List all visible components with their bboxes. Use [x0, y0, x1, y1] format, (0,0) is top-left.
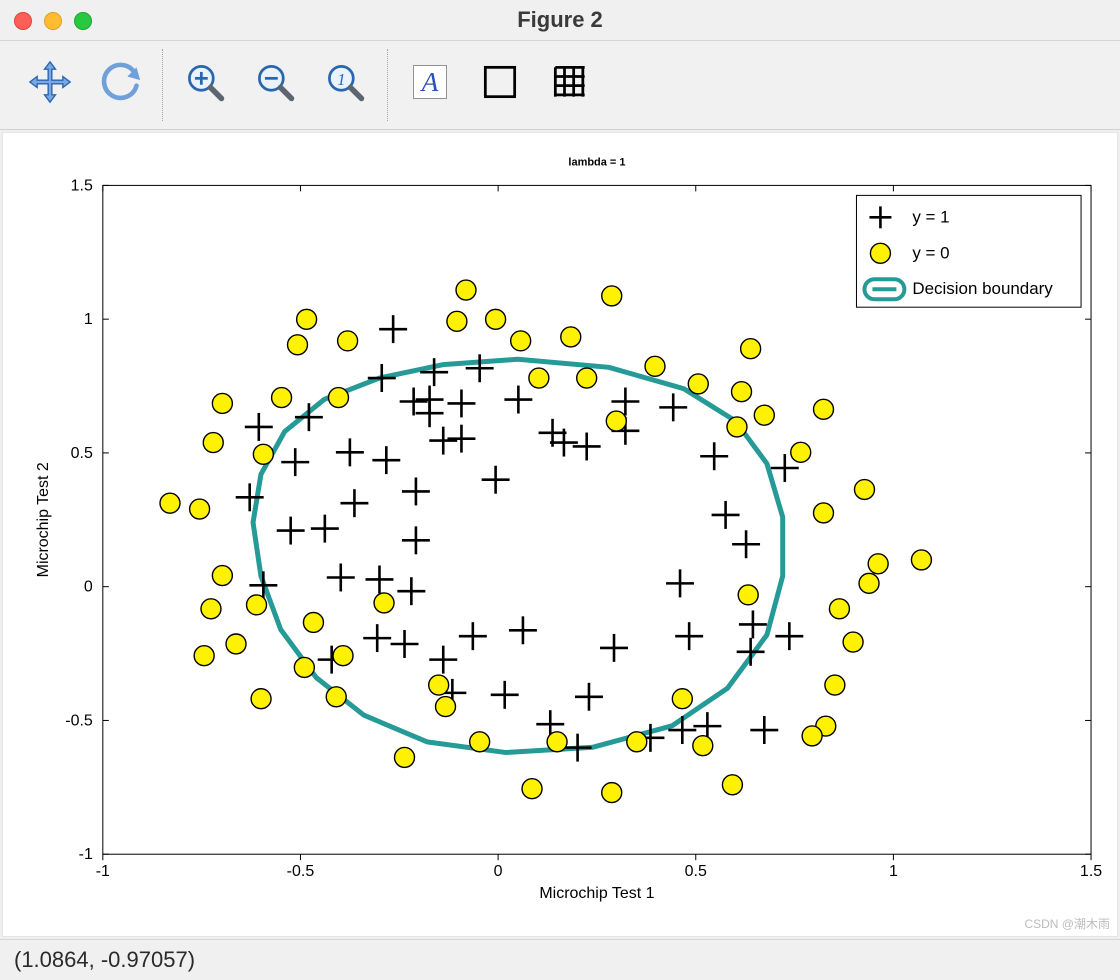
svg-text:1: 1	[889, 863, 898, 880]
text-icon: A	[408, 60, 452, 109]
svg-text:Microchip Test 2: Microchip Test 2	[35, 462, 52, 577]
svg-text:y = 1: y = 1	[912, 207, 949, 226]
svg-text:-1: -1	[79, 846, 93, 863]
rotate-icon	[98, 60, 142, 109]
svg-text:0: 0	[494, 863, 503, 880]
minimize-window-button[interactable]	[44, 12, 62, 30]
status-bar: (1.0864, -0.97057)	[0, 939, 1120, 980]
svg-text:1: 1	[337, 70, 345, 89]
zoom-reset-icon: 1	[323, 60, 367, 109]
svg-text:lambda = 1: lambda = 1	[568, 156, 625, 168]
cursor-coords: (1.0864, -0.97057)	[14, 947, 195, 973]
pan-button[interactable]	[18, 53, 82, 117]
window-title: Figure 2	[517, 7, 603, 33]
svg-text:-1: -1	[96, 863, 110, 880]
svg-text:-0.5: -0.5	[65, 712, 93, 729]
zoom-out-icon	[253, 60, 297, 109]
rect-icon	[478, 60, 522, 109]
svg-text:Microchip Test 1: Microchip Test 1	[539, 885, 654, 902]
svg-text:0: 0	[84, 578, 93, 595]
zoom-in-icon	[183, 60, 227, 109]
zoom-out-button[interactable]	[243, 53, 307, 117]
svg-text:1: 1	[84, 311, 93, 328]
text-button[interactable]: A	[398, 53, 462, 117]
svg-text:0.5: 0.5	[685, 863, 707, 880]
maximize-window-button[interactable]	[74, 12, 92, 30]
svg-text:-0.5: -0.5	[287, 863, 315, 880]
figure-canvas[interactable]: lambda = 1 -1 -0.5 0 0.5 1 1.5 -1 -0.5 0 0.5 1 1.5 Mi…	[2, 132, 1118, 938]
rect-button[interactable]	[468, 53, 532, 117]
pan-arrows-icon	[28, 60, 72, 109]
figure-window: Figure 2 1A lambda = 1-1-0.500.511.5-1-0…	[0, 0, 1120, 980]
rotate-button[interactable]	[88, 53, 152, 117]
legend: y = 1 y = 0 Decision boundary	[856, 195, 1081, 307]
svg-text:1.5: 1.5	[1080, 863, 1102, 880]
grid-icon	[548, 60, 592, 109]
svg-text:1.5: 1.5	[71, 177, 93, 194]
svg-text:A: A	[420, 66, 439, 97]
zoom-reset-button[interactable]: 1	[313, 53, 377, 117]
titlebar: Figure 2	[0, 0, 1120, 41]
close-window-button[interactable]	[14, 12, 32, 30]
figure-toolbar: 1A	[0, 41, 1120, 130]
grid-button[interactable]	[538, 53, 602, 117]
svg-text:0.5: 0.5	[71, 445, 93, 462]
svg-text:y = 0: y = 0	[912, 243, 949, 262]
zoom-in-button[interactable]	[173, 53, 237, 117]
svg-text:Decision boundary: Decision boundary	[912, 279, 1053, 298]
